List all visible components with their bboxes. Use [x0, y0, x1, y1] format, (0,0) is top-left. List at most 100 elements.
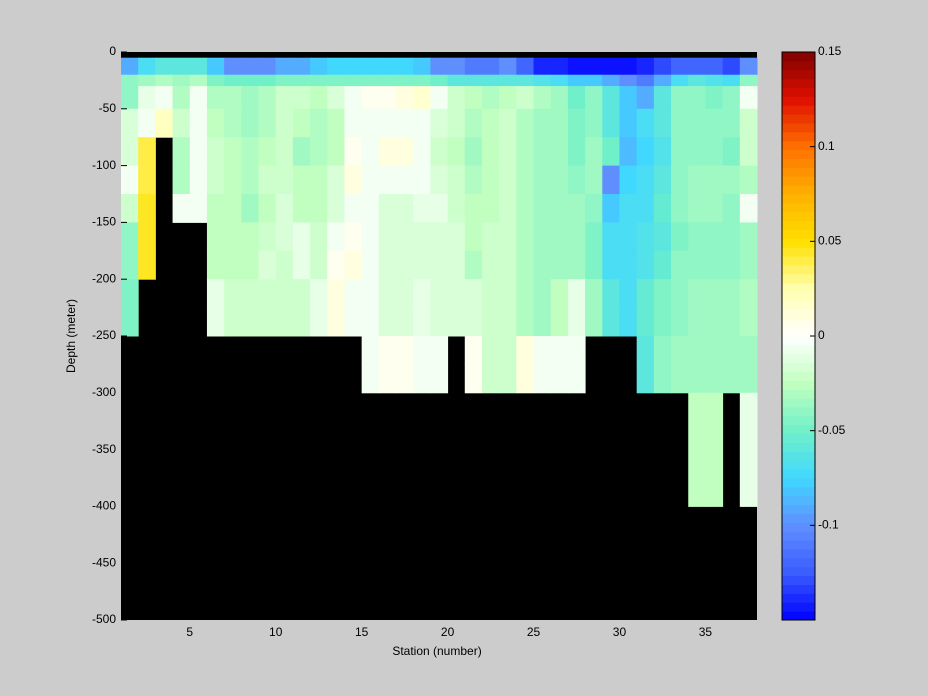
heatmap-cell — [705, 307, 724, 337]
colorbar-swatch — [782, 371, 815, 381]
heatmap-cell — [567, 194, 586, 223]
heatmap-cell — [533, 307, 552, 337]
colorbar-swatch — [782, 575, 815, 585]
heatmap-cell — [533, 137, 552, 167]
heatmap-cell — [585, 137, 603, 167]
heatmap-cell — [310, 74, 328, 87]
heatmap-cell — [327, 165, 345, 195]
heatmap-cell — [636, 57, 655, 76]
heatmap-cell — [671, 250, 689, 280]
heatmap-cell — [499, 86, 517, 110]
heatmap-cell — [636, 307, 655, 337]
heatmap-cell — [378, 250, 397, 280]
heatmap-cell — [241, 250, 260, 280]
heatmap-cell — [224, 74, 242, 87]
heatmap-cell — [138, 250, 156, 280]
colorbar-swatch — [782, 229, 815, 239]
heatmap-cell — [567, 279, 586, 309]
heatmap-cell — [258, 137, 277, 167]
colorbar-swatch — [782, 433, 815, 443]
heatmap-cell — [396, 279, 414, 309]
heatmap-cell — [292, 165, 311, 195]
colorbar-swatch — [782, 265, 815, 275]
heatmap-cell — [344, 137, 363, 167]
heatmap-cell — [310, 194, 328, 223]
heatmap-cell — [739, 194, 758, 223]
heatmap-cell — [739, 74, 758, 87]
heatmap-cell — [241, 194, 260, 223]
heatmap-cell — [705, 222, 724, 252]
colorbar-swatch — [782, 407, 815, 417]
heatmap-cell — [447, 137, 466, 167]
heatmap-cell — [567, 222, 586, 252]
heatmap-cell — [310, 165, 328, 195]
heatmap-cell — [722, 108, 741, 138]
heatmap-cell — [189, 86, 208, 110]
colorbar-swatch — [782, 495, 815, 506]
heatmap-cell — [516, 165, 535, 195]
heatmap-cell — [722, 222, 741, 252]
heatmap-cell — [206, 108, 225, 138]
heatmap-cell — [206, 74, 225, 87]
heatmap-cell — [688, 57, 706, 76]
heatmap-cell — [516, 336, 535, 365]
heatmap-cell — [413, 279, 431, 309]
heatmap-cell — [275, 57, 294, 76]
heatmap-cell — [653, 222, 672, 252]
heatmap-cell — [739, 222, 758, 252]
heatmap-cell — [619, 57, 638, 76]
heatmap-cell — [567, 137, 586, 167]
colorbar-swatch — [782, 238, 815, 248]
heatmap-cell — [172, 86, 191, 110]
heatmap-cell — [636, 336, 655, 365]
heatmap-cell — [671, 137, 689, 167]
heatmap-cell — [499, 74, 517, 87]
heatmap-cell — [172, 57, 191, 76]
heatmap-cell — [533, 86, 552, 110]
heatmap-cell — [739, 137, 758, 167]
heatmap-cell — [378, 279, 397, 309]
colorbar-swatch — [782, 451, 815, 461]
heatmap-cell — [138, 57, 156, 76]
heatmap-cell — [567, 74, 586, 87]
heatmap-cell — [464, 222, 483, 252]
heatmap-cell — [275, 137, 294, 167]
heatmap-cell — [516, 74, 535, 87]
heatmap-cell — [138, 74, 156, 87]
heatmap-cell — [396, 74, 414, 87]
heatmap-cell — [464, 250, 483, 280]
heatmap-cell — [705, 86, 724, 110]
heatmap-cell — [619, 86, 638, 110]
heatmap-cell — [722, 165, 741, 195]
x-tick-label: 35 — [699, 625, 713, 639]
heatmap-cell — [430, 336, 449, 365]
heatmap-cell — [499, 165, 517, 195]
heatmap-cell — [275, 165, 294, 195]
heatmap-cell — [567, 108, 586, 138]
heatmap-cell — [396, 336, 414, 365]
colorbar-swatch — [782, 158, 815, 168]
heatmap-cell — [464, 194, 483, 223]
heatmap-cell — [653, 57, 672, 76]
heatmap-cell — [636, 194, 655, 223]
heatmap-cell — [189, 137, 208, 167]
heatmap-cell — [447, 250, 466, 280]
heatmap-cell — [481, 194, 500, 223]
colorbar-swatch — [782, 611, 815, 621]
heatmap-cell — [619, 74, 638, 87]
heatmap-cell — [550, 86, 569, 110]
heatmap-cell — [396, 57, 414, 76]
heatmap-cell — [121, 279, 139, 309]
heatmap-cell — [275, 279, 294, 309]
heatmap-cell — [688, 250, 706, 280]
heatmap-cell — [533, 74, 552, 87]
x-tick-label: 15 — [355, 625, 369, 639]
heatmap-cell — [688, 392, 706, 507]
heatmap-cell — [121, 165, 139, 195]
heatmap-cell — [378, 137, 397, 167]
heatmap-cell — [550, 307, 569, 337]
colorbar-swatch — [782, 531, 815, 541]
colorbar-swatch — [782, 336, 815, 346]
colorbar-swatch — [782, 282, 815, 293]
colorbar-swatch — [782, 602, 815, 612]
